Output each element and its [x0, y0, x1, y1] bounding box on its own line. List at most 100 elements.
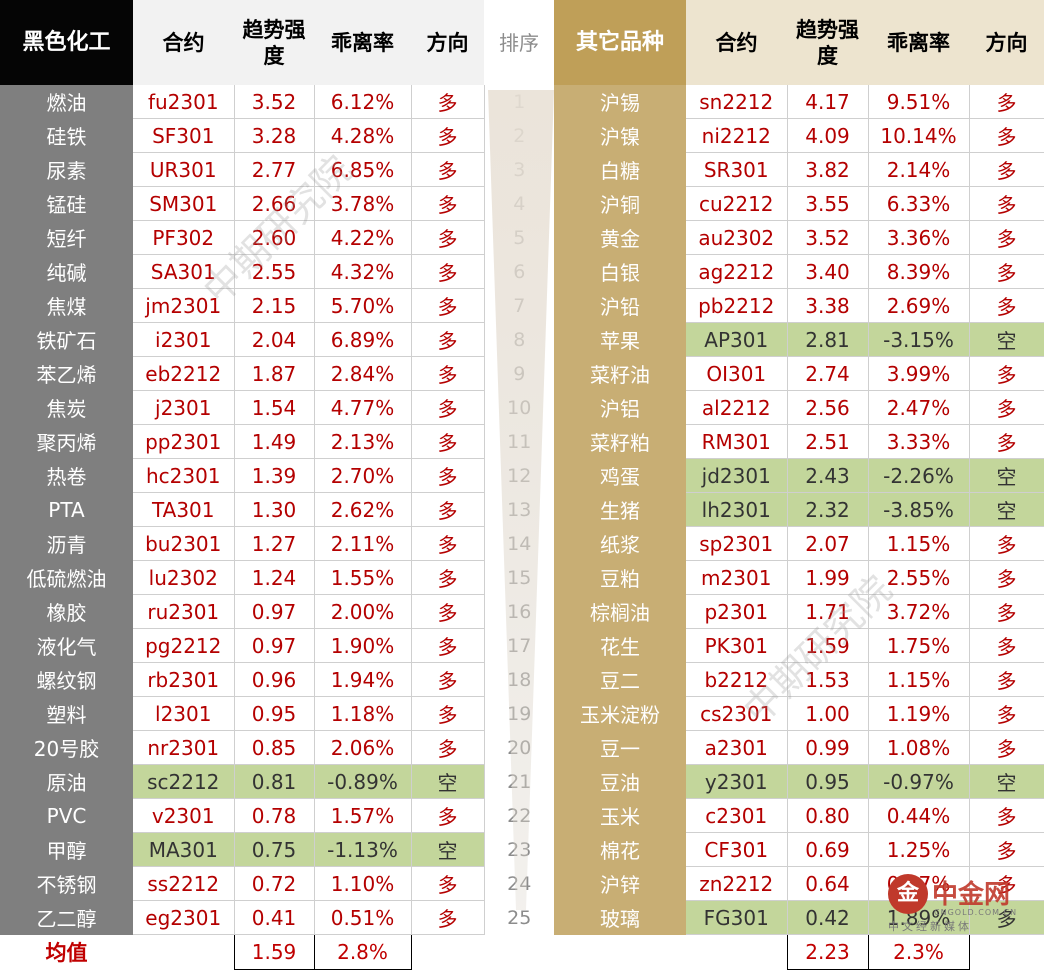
left-trend-strength: 0.96: [234, 662, 315, 697]
right-direction: 多: [969, 900, 1044, 935]
rank-number: 18: [484, 662, 554, 697]
right-commodity-name: 沪锡: [554, 85, 686, 119]
left-trend-strength: 3.28: [234, 118, 315, 153]
rank-number: 2: [484, 118, 554, 153]
left-trend-strength: 0.85: [234, 730, 315, 765]
left-strength-header: 趋势强度: [234, 0, 314, 85]
right-deviation-rate: 3.99%: [868, 356, 970, 391]
right-contract-code: cs2301: [686, 696, 788, 731]
right-contract-code: lh2301: [686, 492, 788, 527]
right-deviation-rate: 0.97%: [868, 866, 970, 901]
header-row: 黑色化工 合约 趋势强度 乖离率 方向 排序 其它品种 合约 趋势强度 乖离率 …: [0, 0, 1044, 85]
left-trend-strength: 1.27: [234, 526, 315, 561]
right-direction: 空: [969, 764, 1044, 799]
left-contract-code: jm2301: [133, 288, 235, 323]
table-row: 热卷 hc2301 1.39 2.70% 多 12 鸡蛋 jd2301 2.43 -2.26% 空: [0, 458, 1044, 493]
right-trend-strength: 4.09: [787, 118, 869, 153]
right-trend-strength: 2.32: [787, 492, 869, 527]
table-row: 锰硅 SM301 2.66 3.78% 多 4 沪铜 cu2212 3.55 6.33% 多: [0, 186, 1044, 221]
left-deviation-rate: 4.77%: [314, 390, 412, 425]
left-commodity-name: 螺纹钢: [0, 662, 133, 697]
left-contract-code: fu2301: [133, 85, 235, 119]
right-deviation-rate: 2.14%: [868, 152, 970, 187]
right-contract-code: p2301: [686, 594, 788, 629]
left-deviation-rate: 1.57%: [314, 798, 412, 833]
left-commodity-name: 原油: [0, 764, 133, 799]
right-strength-header: 趋势强度: [787, 0, 868, 85]
right-commodity-name: 黄金: [554, 220, 686, 255]
left-trend-strength: 2.55: [234, 254, 315, 289]
left-contract-code: lu2302: [133, 560, 235, 595]
right-commodity-name: 菜籽粕: [554, 424, 686, 459]
table-row: PTA TA301 1.30 2.62% 多 13 生猪 lh2301 2.32 -3.85% 空: [0, 492, 1044, 527]
right-commodity-name: 白糖: [554, 152, 686, 187]
right-direction: 多: [969, 730, 1044, 765]
rank-number: 9: [484, 356, 554, 391]
left-direction: 多: [411, 118, 485, 153]
rank-number: 13: [484, 492, 554, 527]
table-row: PVC v2301 0.78 1.57% 多 22 玉米 c2301 0.80 0.44% 多: [0, 798, 1044, 833]
table-row: 20号胶 nr2301 0.85 2.06% 多 20 豆一 a2301 0.99 1.08% 多: [0, 730, 1044, 765]
right-deviation-rate: 10.14%: [868, 118, 970, 153]
right-deviation-rate: 8.39%: [868, 254, 970, 289]
right-contract-code: y2301: [686, 764, 788, 799]
left-deviation-rate: 2.70%: [314, 458, 412, 493]
left-trend-strength: 0.75: [234, 832, 315, 867]
right-direction: 多: [969, 866, 1044, 901]
table-row: 甲醇 MA301 0.75 -1.13% 空 23 棉花 CF301 0.69 1.25% 多: [0, 832, 1044, 867]
left-deviation-rate: 5.70%: [314, 288, 412, 323]
right-average-deviation: 2.3%: [867, 934, 970, 970]
right-deviation-rate: 1.15%: [868, 526, 970, 561]
left-commodity-name: 橡胶: [0, 594, 133, 629]
right-commodity-name: 玻璃: [554, 900, 686, 935]
right-trend-strength: 3.55: [787, 186, 869, 221]
rank-number: 19: [484, 696, 554, 731]
left-commodity-name: 甲醇: [0, 832, 133, 867]
left-deviation-rate: 6.89%: [314, 322, 412, 357]
right-trend-strength: 1.99: [787, 560, 869, 595]
left-direction: 多: [411, 254, 485, 289]
left-commodity-name: 沥青: [0, 526, 133, 561]
left-commodity-name: 苯乙烯: [0, 356, 133, 391]
right-direction: 多: [969, 526, 1044, 561]
table-row: 塑料 l2301 0.95 1.18% 多 19 玉米淀粉 cs2301 1.00 1.19% 多: [0, 696, 1044, 731]
right-deviation-rate: 1.15%: [868, 662, 970, 697]
left-trend-strength: 0.72: [234, 866, 315, 901]
left-commodity-name: 液化气: [0, 628, 133, 663]
left-contract-code: SF301: [133, 118, 235, 153]
left-deviation-rate: 1.10%: [314, 866, 412, 901]
left-trend-strength: 0.95: [234, 696, 315, 731]
right-direction-header: 方向: [969, 0, 1044, 85]
right-contract-code: FG301: [686, 900, 788, 935]
table-row: 铁矿石 i2301 2.04 6.89% 多 8 苹果 AP301 2.81 -3.15% 空: [0, 322, 1044, 357]
right-direction: 空: [969, 492, 1044, 527]
right-deviation-rate: 3.33%: [868, 424, 970, 459]
table-row: 低硫燃油 lu2302 1.24 1.55% 多 15 豆粕 m2301 1.99 2.55% 多: [0, 560, 1044, 595]
right-contract-code: pb2212: [686, 288, 788, 323]
right-commodity-name: 沪镍: [554, 118, 686, 153]
right-contract-code: CF301: [686, 832, 788, 867]
table-row: 焦炭 j2301 1.54 4.77% 多 10 沪铝 al2212 2.56 2.47% 多: [0, 390, 1044, 425]
left-commodity-name: 尿素: [0, 152, 133, 187]
right-contract-code: OI301: [686, 356, 788, 391]
right-commodity-name: 棕榈油: [554, 594, 686, 629]
right-contract-code: ni2212: [686, 118, 788, 153]
table-row: 乙二醇 eg2301 0.41 0.51% 多 25 玻璃 FG301 0.42 1.89% 多: [0, 900, 1044, 935]
rank-number: 20: [484, 730, 554, 765]
left-direction: 多: [411, 424, 485, 459]
right-trend-strength: 0.42: [787, 900, 869, 935]
left-commodity-name: 铁矿石: [0, 322, 133, 357]
average-row: 均值 1.59 2.8% 2.23 2.3%: [0, 934, 1044, 970]
left-trend-strength: 0.41: [234, 900, 315, 935]
right-direction: 多: [969, 560, 1044, 595]
right-deviation-rate: -3.85%: [868, 492, 970, 527]
rank-number: 10: [484, 390, 554, 425]
right-commodity-name: 玉米淀粉: [554, 696, 686, 731]
right-commodity-name: 白银: [554, 254, 686, 289]
left-direction: 多: [411, 85, 485, 119]
left-deviation-header: 乖离率: [314, 0, 411, 85]
left-deviation-rate: 2.13%: [314, 424, 412, 459]
right-commodity-name: 沪铅: [554, 288, 686, 323]
right-commodity-name: 鸡蛋: [554, 458, 686, 493]
left-trend-strength: 2.60: [234, 220, 315, 255]
